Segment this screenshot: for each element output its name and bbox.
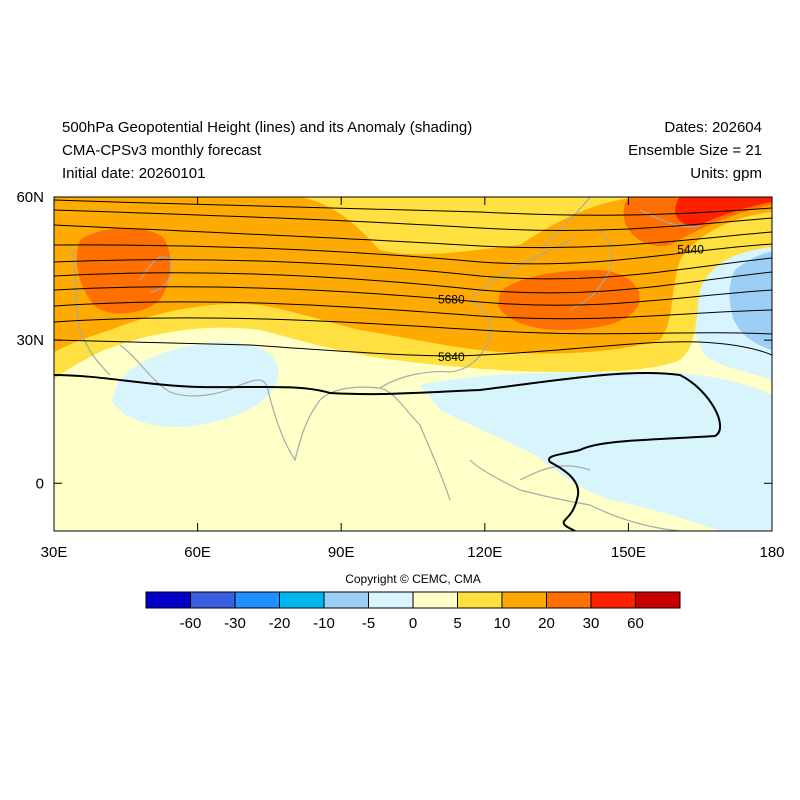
colorbar-label: -30 xyxy=(224,615,246,632)
x-axis: 30E 60E 90E 120E 150E 180 xyxy=(41,197,785,561)
ensemble-size-label: Ensemble Size = 21 xyxy=(628,142,762,159)
colorbar-label: -10 xyxy=(313,615,335,632)
y-axis: 60N 30N 0 xyxy=(16,189,772,492)
y-tick-label: 30N xyxy=(16,332,44,349)
colorbar-swatch xyxy=(323,591,369,609)
x-tick-label: 180 xyxy=(759,544,784,561)
colorbar-swatch xyxy=(412,591,458,609)
units-label: Units: gpm xyxy=(690,165,762,182)
colorbar-label: 30 xyxy=(583,615,600,632)
colorbar-label: 60 xyxy=(627,615,644,632)
colorbar-label: 0 xyxy=(409,615,417,632)
x-tick-label: 60E xyxy=(184,544,211,561)
title-line-2: CMA-CPSv3 monthly forecast xyxy=(62,142,262,159)
colorbar-label: -60 xyxy=(180,615,202,632)
x-tick-label: 120E xyxy=(467,544,502,561)
colorbar-label: 10 xyxy=(494,615,511,632)
contour-label: 5840 xyxy=(438,350,465,364)
shade-neg-india xyxy=(112,342,279,428)
title-block: 500hPa Geopotential Height (lines) and i… xyxy=(62,116,472,185)
title-line-1: 500hPa Geopotential Height (lines) and i… xyxy=(62,119,473,136)
colorbar-label: 20 xyxy=(538,615,555,632)
anomaly-shading xyxy=(54,197,772,531)
contour-label: 5680 xyxy=(438,293,465,307)
dates-label: Dates: 202604 xyxy=(664,119,762,136)
x-tick-label: 30E xyxy=(41,544,68,561)
colorbar-swatch xyxy=(501,591,547,609)
info-block: Dates: 202604 Ensemble Size = 21 Units: … xyxy=(628,116,762,185)
x-tick-label: 90E xyxy=(328,544,355,561)
colorbar-label: 5 xyxy=(453,615,461,632)
colorbar-swatch xyxy=(234,591,280,609)
colorbar-swatch xyxy=(279,591,325,609)
shade-neg-pacific xyxy=(420,372,772,531)
colorbar-swatch xyxy=(190,591,236,609)
colorbar-swatch xyxy=(590,591,636,609)
colorbar: -60 -30 -20 -10 -5 0 5 10 20 30 60 xyxy=(145,591,681,632)
title-line-3: Initial date: 20260101 xyxy=(62,165,206,182)
colorbar-label: -20 xyxy=(269,615,291,632)
colorbar-swatch xyxy=(635,591,681,609)
contour-label: 5440 xyxy=(677,242,704,256)
colorbar-swatch xyxy=(457,591,503,609)
colorbar-swatch xyxy=(145,591,191,609)
shade-pos-20-east xyxy=(498,270,640,330)
colorbar-swatch xyxy=(368,591,414,609)
contour-labels: 5440 5680 5840 xyxy=(438,242,704,364)
y-tick-label: 60N xyxy=(16,189,44,206)
y-tick-label: 0 xyxy=(36,475,44,492)
height-contours xyxy=(54,199,772,531)
copyright-label: Copyright © CEMC, CMA xyxy=(345,572,481,586)
shade-pos-20-west xyxy=(76,228,171,314)
colorbar-swatch xyxy=(546,591,592,609)
x-tick-label: 150E xyxy=(611,544,646,561)
map-frame xyxy=(53,196,773,532)
coastlines xyxy=(69,197,701,531)
colorbar-label: -5 xyxy=(362,615,375,632)
shade-neg-east-2 xyxy=(729,252,772,350)
